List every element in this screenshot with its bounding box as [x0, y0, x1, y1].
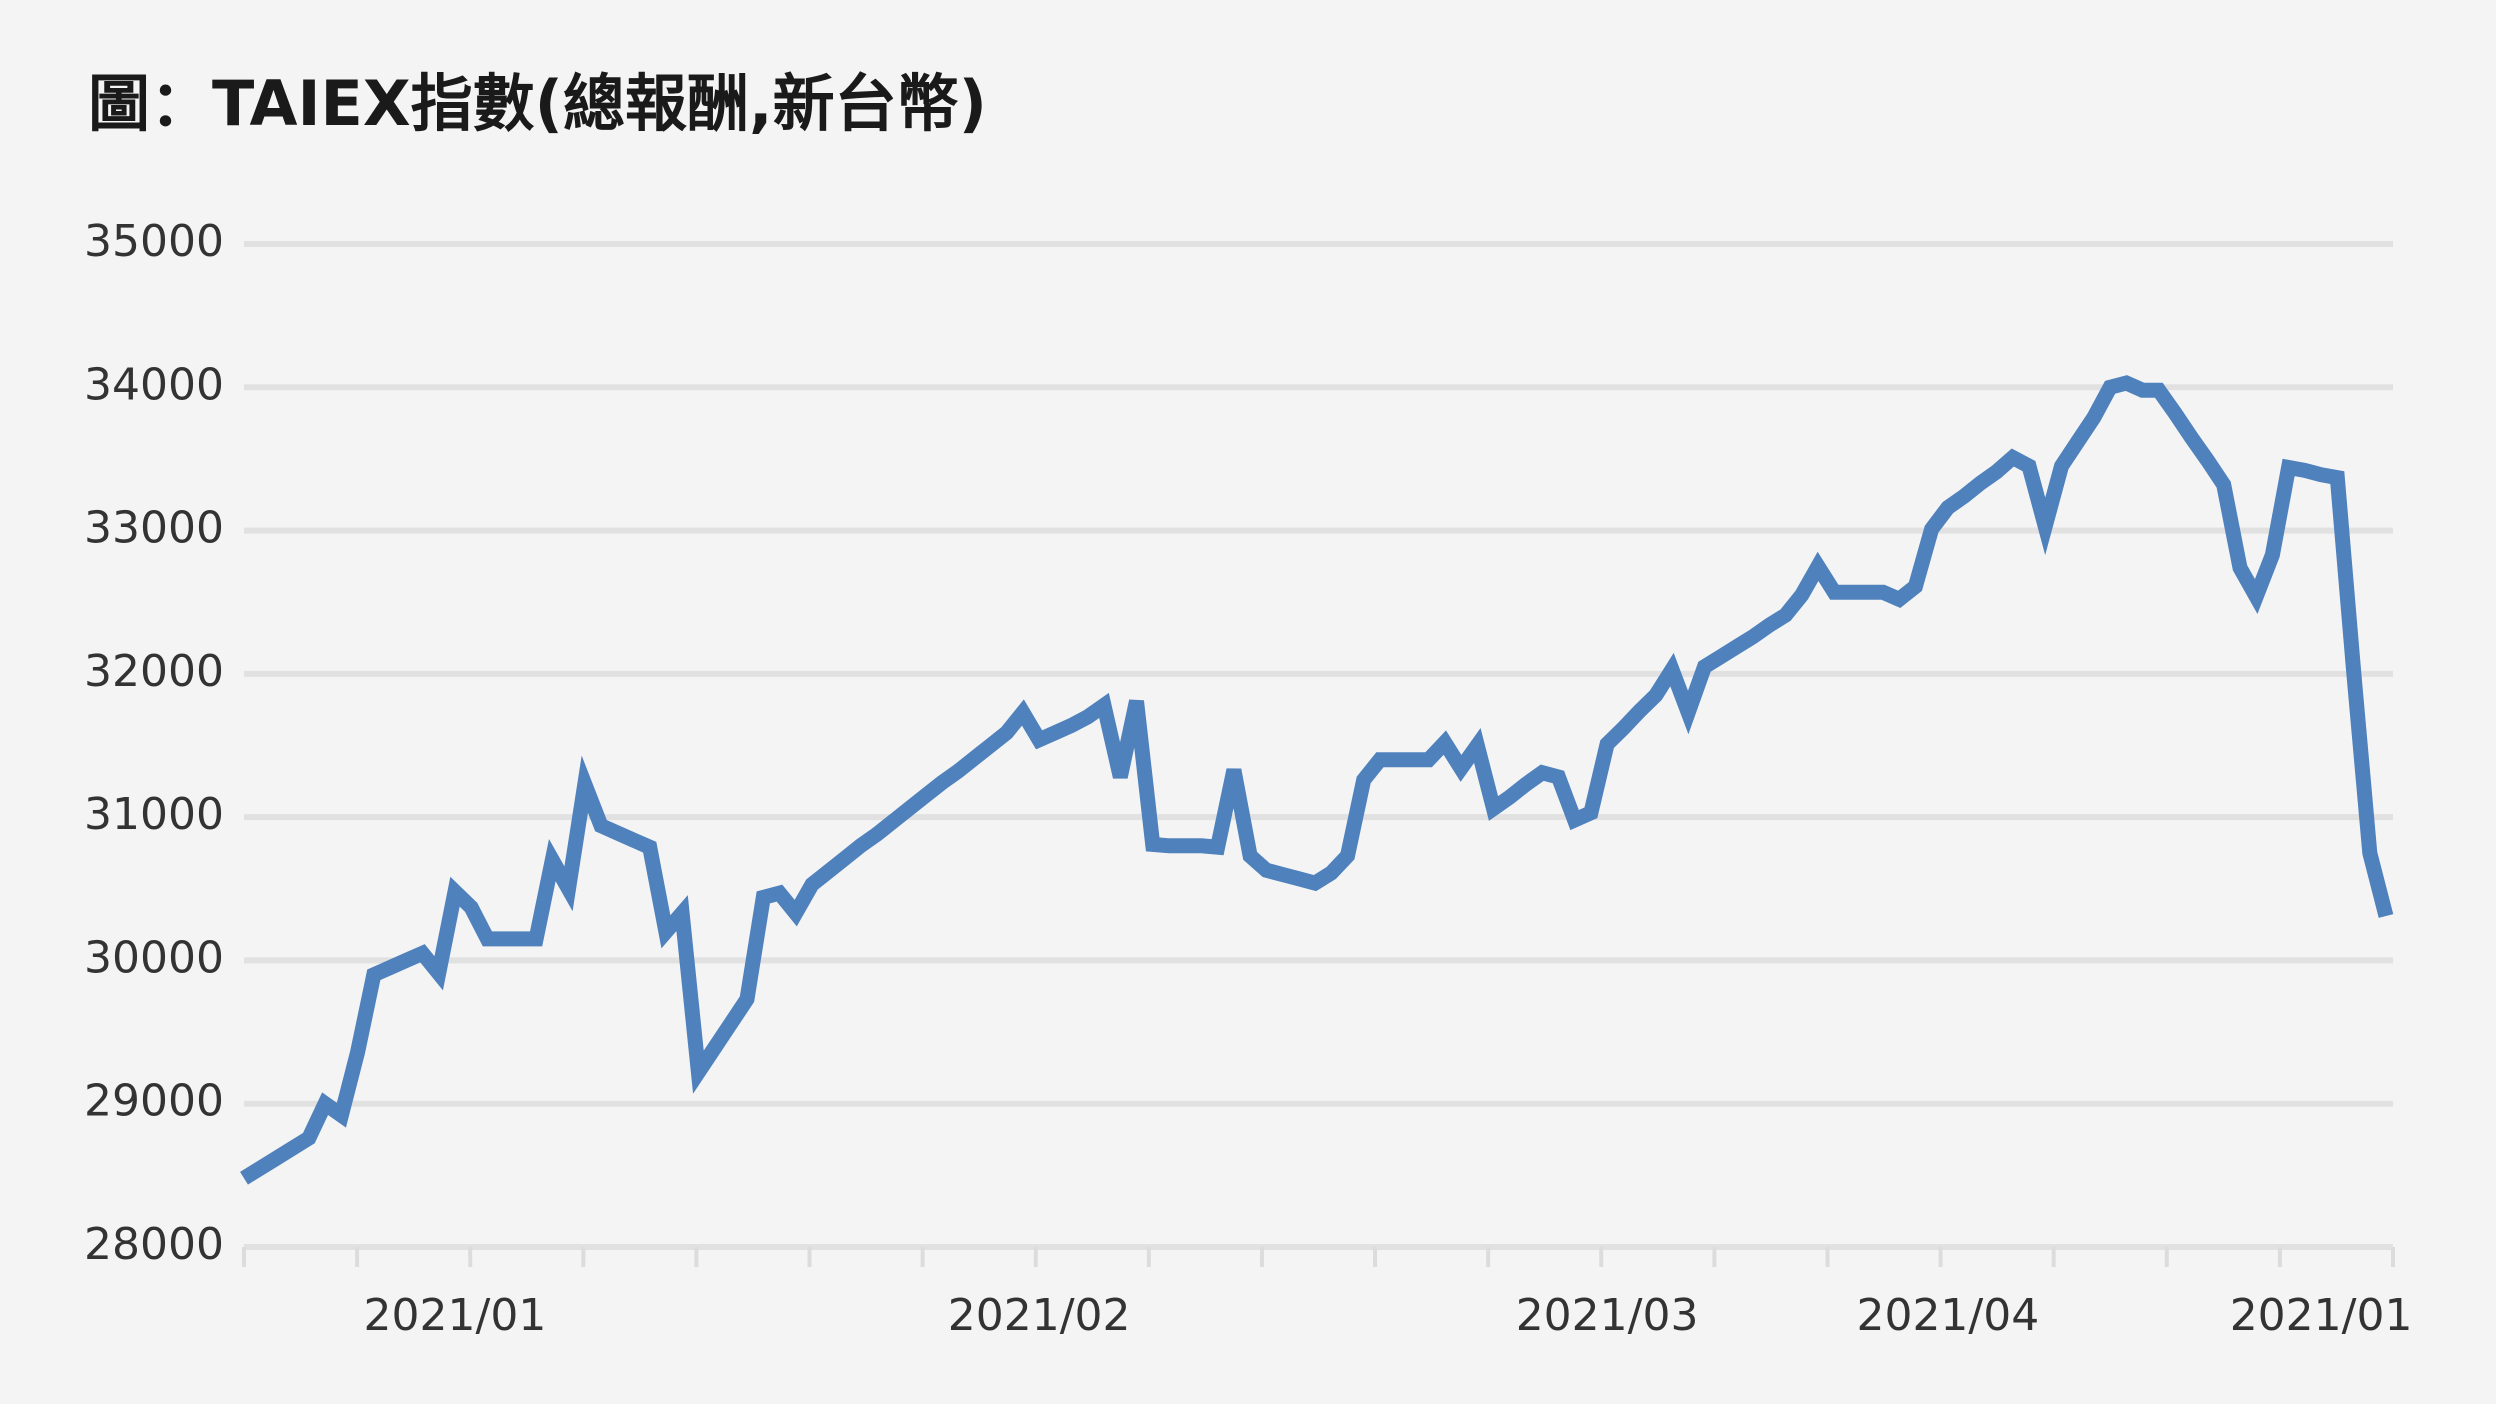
data-line [240, 375, 2394, 1185]
y-tick-label: 28000 [84, 1219, 224, 1270]
y-tick-label: 32000 [84, 646, 224, 697]
x-tick-label: 2021/01 [2230, 1290, 2413, 1341]
y-tick-label: 35000 [84, 216, 224, 267]
x-tick-label: 2021/02 [948, 1290, 1131, 1341]
x-tick-label: 2021/03 [1516, 1290, 1699, 1341]
y-tick-label: 30000 [84, 932, 224, 983]
y-tick-label: 33000 [84, 503, 224, 554]
x-tick-label: 2021/04 [1856, 1290, 2039, 1341]
chart-title: 圖：TAIEX指數(總報酬,新台幣) [88, 67, 987, 140]
y-tick-label: 34000 [84, 359, 224, 410]
y-tick-label: 31000 [84, 789, 224, 840]
x-tick-label: 2021/01 [364, 1290, 547, 1341]
y-tick-label: 29000 [84, 1076, 224, 1127]
